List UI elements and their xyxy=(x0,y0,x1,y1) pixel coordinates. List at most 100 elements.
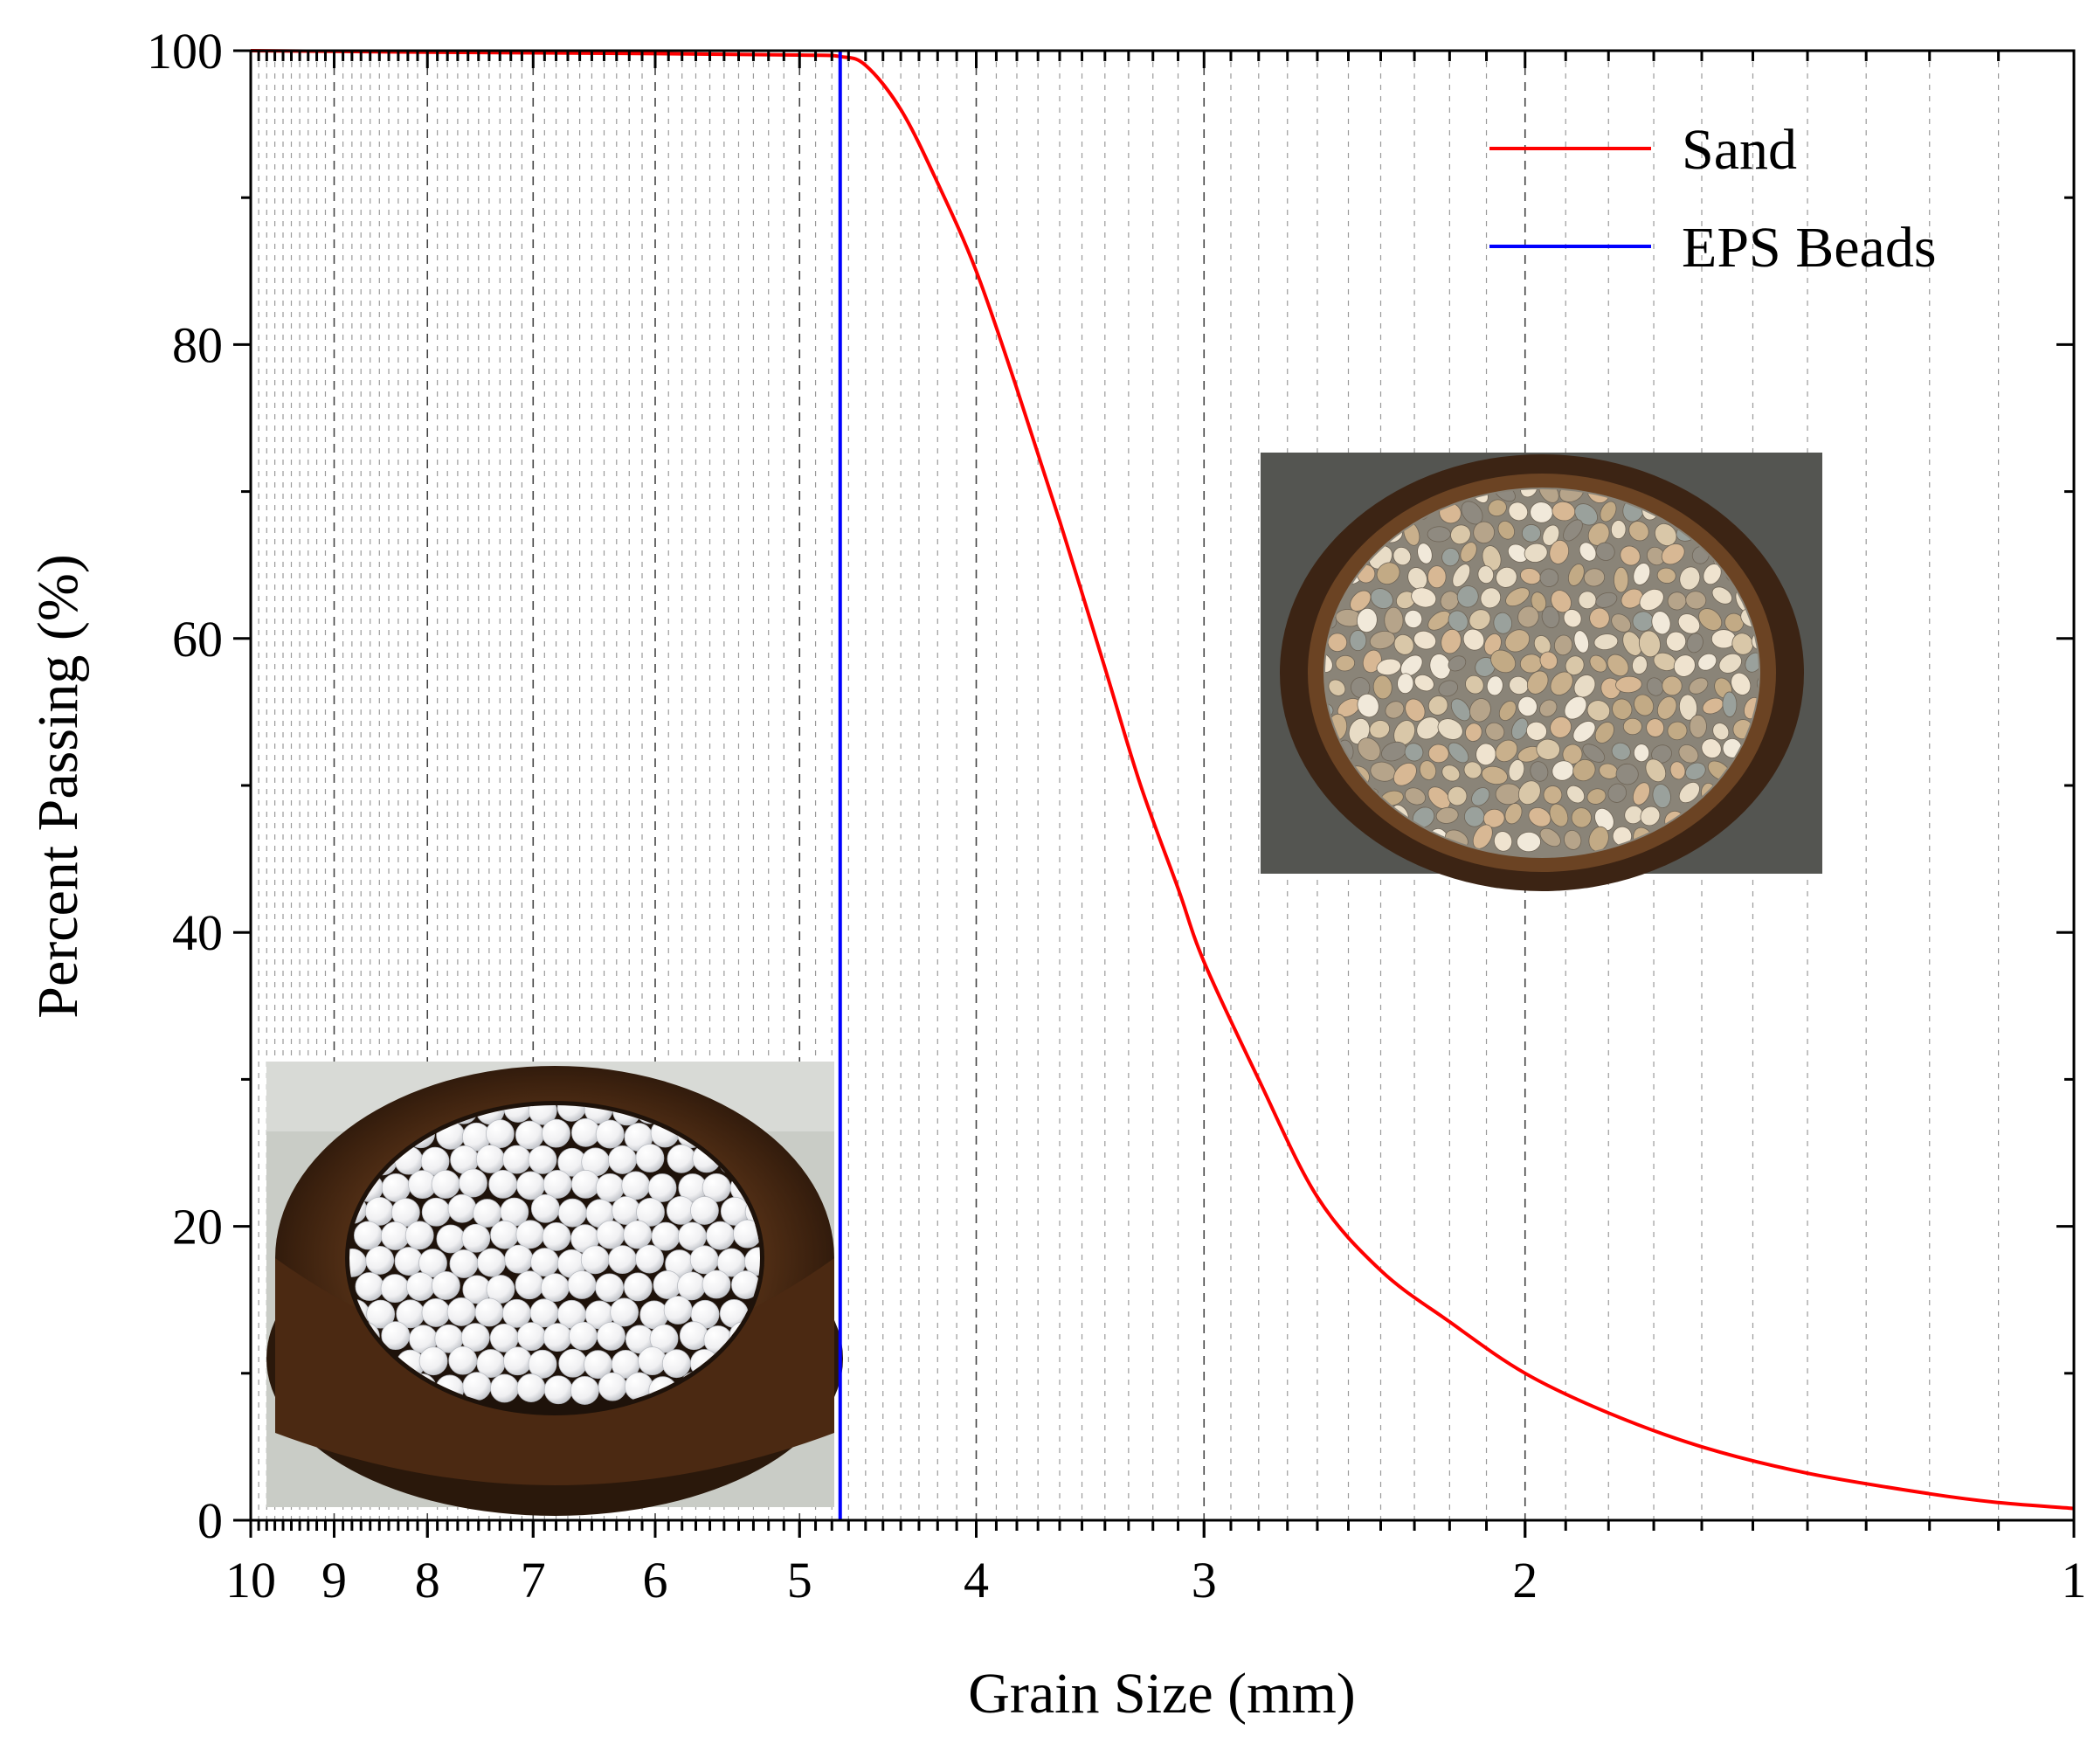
bead xyxy=(744,1247,760,1276)
pebble xyxy=(1328,679,1346,696)
pebble xyxy=(1647,677,1664,696)
bead xyxy=(595,1119,625,1149)
pebble xyxy=(1586,700,1611,722)
pebble xyxy=(1495,739,1518,763)
bead xyxy=(542,1221,571,1251)
legend: Sand EPS Beads xyxy=(1489,118,1937,280)
pebble xyxy=(1689,677,1709,695)
x-tick-label: 3 xyxy=(1192,1552,1217,1608)
bead xyxy=(364,1196,394,1226)
pebble xyxy=(1462,628,1485,651)
pebble xyxy=(1633,563,1651,585)
bead xyxy=(528,1349,557,1379)
pebble xyxy=(1448,610,1469,632)
bead xyxy=(636,1197,665,1227)
pebble xyxy=(1678,694,1697,721)
pebble xyxy=(1397,673,1414,695)
pebble xyxy=(1563,609,1582,628)
bead xyxy=(690,1196,719,1225)
bead xyxy=(540,1273,570,1303)
pebble xyxy=(1520,489,1538,498)
pebble xyxy=(1493,612,1513,634)
pebble xyxy=(1543,785,1563,805)
bead xyxy=(543,1375,573,1405)
pebble xyxy=(1508,502,1529,522)
y-tick-label: 0 xyxy=(197,1492,223,1549)
pebble xyxy=(1678,744,1699,764)
pebble xyxy=(1622,717,1642,736)
pebble xyxy=(1488,499,1507,517)
pebble xyxy=(1628,521,1649,542)
bead xyxy=(461,1223,491,1253)
bead xyxy=(448,1345,478,1375)
bead xyxy=(421,1298,451,1327)
pebble xyxy=(1594,807,1614,832)
pebble xyxy=(1611,742,1631,761)
x-tick-label: 8 xyxy=(415,1552,440,1608)
bead xyxy=(595,1273,625,1303)
pebble xyxy=(1450,524,1471,545)
bead xyxy=(380,1274,410,1304)
pebble xyxy=(1508,759,1525,782)
pebble xyxy=(1615,763,1639,785)
bead xyxy=(542,1118,570,1148)
bead xyxy=(663,1296,693,1325)
pebble xyxy=(1549,540,1570,564)
bead xyxy=(596,1220,625,1249)
pebble xyxy=(1477,565,1495,585)
pebble xyxy=(1679,566,1701,591)
pebble xyxy=(1638,630,1661,658)
bead xyxy=(515,1270,544,1300)
pebble xyxy=(1525,721,1547,741)
pebble xyxy=(1404,787,1427,806)
bead xyxy=(597,1321,625,1351)
bead xyxy=(647,1173,677,1202)
pebble xyxy=(1589,654,1607,673)
pebble xyxy=(1498,700,1517,722)
pebble xyxy=(1480,587,1502,609)
pebble xyxy=(1640,806,1661,827)
pebble xyxy=(1614,566,1629,593)
pebble xyxy=(1497,521,1515,540)
pebble xyxy=(1417,543,1433,564)
pebble xyxy=(1673,654,1696,677)
pebble xyxy=(1393,547,1412,566)
pebble xyxy=(1385,701,1405,719)
y-tick-label: 60 xyxy=(172,611,223,668)
bead xyxy=(598,1372,627,1401)
pebble xyxy=(1539,651,1558,670)
pebble xyxy=(1517,605,1539,628)
bead xyxy=(651,1221,681,1251)
bead xyxy=(490,1220,519,1249)
pebble xyxy=(1550,671,1573,695)
bead xyxy=(405,1272,435,1301)
pebble xyxy=(1589,607,1610,629)
pebble xyxy=(1358,737,1381,761)
bead xyxy=(380,1221,410,1250)
bead xyxy=(689,1245,719,1275)
bead xyxy=(635,1144,665,1173)
legend-label-eps-beads: EPS Beads xyxy=(1682,216,1937,280)
pebble xyxy=(1381,741,1407,762)
pebble xyxy=(1356,607,1378,633)
pebble xyxy=(1357,693,1379,718)
pebble xyxy=(1572,758,1596,782)
bead xyxy=(381,1173,411,1202)
pebble xyxy=(1639,589,1664,612)
pebble xyxy=(1435,806,1459,824)
pebble xyxy=(1427,744,1449,764)
pebble xyxy=(1652,784,1671,808)
pebble xyxy=(1460,542,1477,563)
pebble xyxy=(1440,591,1460,611)
bead xyxy=(661,1349,691,1379)
pebble xyxy=(1722,691,1738,717)
pebble xyxy=(1539,568,1559,587)
eps-beads-photo xyxy=(266,1062,843,1516)
pebble xyxy=(1587,522,1610,546)
bead xyxy=(621,1171,651,1200)
pebble xyxy=(1438,680,1459,697)
pebble xyxy=(1665,631,1687,652)
pebble xyxy=(1553,634,1573,656)
pebble xyxy=(1667,721,1688,741)
bead xyxy=(354,1221,383,1250)
